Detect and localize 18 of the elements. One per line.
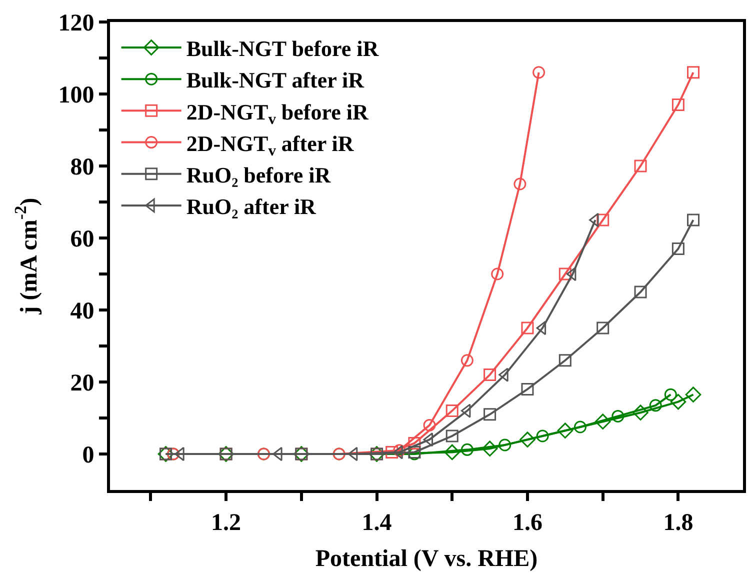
legend-label: Bulk-NGT before iR xyxy=(186,36,380,62)
legend-label: RuO₂ before iR xyxy=(186,162,332,188)
x-tick-label: 1.4 xyxy=(362,510,392,536)
y-tick-label: 100 xyxy=(58,82,94,108)
x-axis-title: Potential (V vs. RHE) xyxy=(315,546,538,572)
y-tick-label: 120 xyxy=(58,10,94,36)
legend-label: 2D-NGT$_{v}$ before iR xyxy=(186,99,370,128)
x-tick-label: 1.2 xyxy=(211,510,242,536)
legend-label: 2D-NGT$_{v}$ after iR xyxy=(186,130,355,160)
x-tick-label: 1.6 xyxy=(512,510,542,536)
y-tick-label: 80 xyxy=(70,154,94,180)
y-tick-label: 0 xyxy=(82,442,94,468)
legend-label: Bulk-NGT after iR xyxy=(186,68,366,93)
y-tick-label: 40 xyxy=(70,298,94,324)
y-tick-label: 60 xyxy=(70,226,94,252)
legend-label: RuO₂ after iR xyxy=(186,194,318,220)
y-tick-label: 20 xyxy=(70,370,94,396)
x-tick-label: 1.8 xyxy=(663,510,694,536)
